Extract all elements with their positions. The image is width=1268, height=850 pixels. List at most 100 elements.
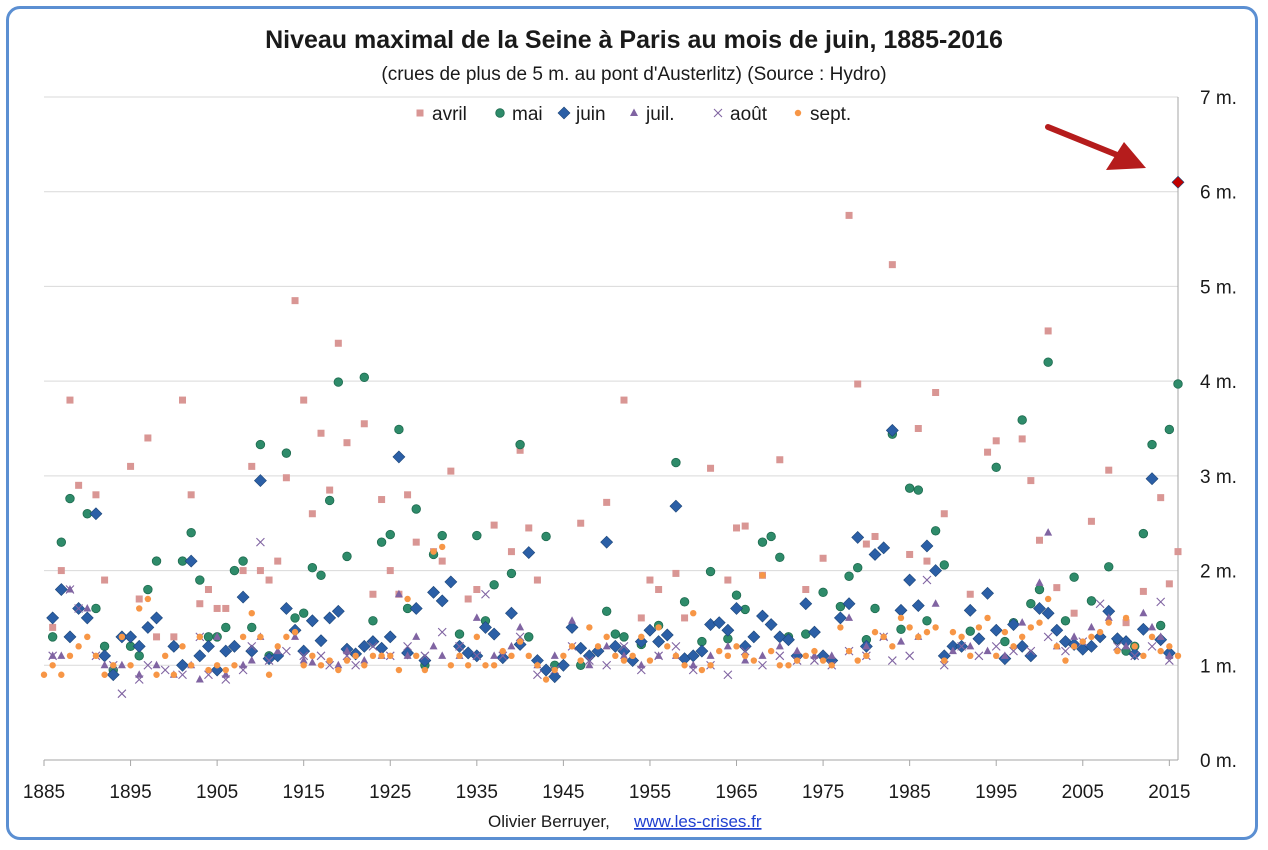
point-juil [239,660,248,669]
point-juin [799,597,813,611]
point-sept [698,666,706,674]
credit-link[interactable]: www.les-crises.fr [633,812,762,831]
point-juil [1156,632,1165,640]
point-mai [697,636,707,647]
point-juin [202,639,215,653]
point-sept [1157,647,1164,655]
point-sept [594,643,602,650]
legend-marker [794,109,802,117]
point-sept [750,657,758,664]
point-sept [923,628,931,636]
point-avril [655,586,663,594]
point-avril [707,464,715,472]
point-juin [738,639,752,653]
point-sept [1166,643,1173,650]
point-avril [724,576,732,584]
point-avril [170,633,178,641]
point-sept [274,643,281,650]
point-avril [256,567,264,575]
point-aot [740,646,750,656]
point-sept [1062,657,1069,664]
point-mai [298,608,309,618]
point-juil [394,589,403,598]
point-juin [652,635,666,649]
point-sept [404,595,411,603]
point-mai [385,529,395,540]
point-aot [316,651,326,661]
point-avril [291,297,299,305]
point-juin [808,625,821,639]
point-aot [351,660,361,670]
point-mai [541,531,551,542]
point-sept [1044,595,1052,603]
point-aot [1043,632,1053,642]
point-sept [889,643,896,650]
point-avril [144,434,152,442]
point-sept [646,657,654,664]
point-sept [508,652,515,660]
point-juin [487,627,501,641]
point-mai [896,624,906,634]
point-juin [392,450,406,464]
point-mai [1138,528,1149,539]
point-juin [643,623,657,637]
point-juin [868,548,882,561]
point-avril [464,595,472,603]
point-mai [151,556,162,566]
point-sept [1036,619,1043,626]
point-avril [386,567,394,575]
point-sept [793,657,801,664]
point-avril [1035,536,1043,544]
point-juin [444,575,458,589]
point-mai [307,563,318,573]
point-sept [525,652,532,660]
point-avril [317,429,325,437]
x-tick-label: 1925 [369,782,411,803]
point-sept [352,652,359,660]
point-sept [1027,624,1035,631]
point-aot [1147,641,1157,651]
point-juin [132,639,146,653]
point-mai [818,587,828,598]
point-avril [507,548,515,556]
point-mai [359,372,369,383]
point-sept [395,666,403,674]
point-mai [394,424,404,435]
point-avril [438,557,446,565]
point-juil [1000,651,1009,659]
point-mai [1173,379,1183,389]
point-aot [602,660,612,670]
point-aot [1156,597,1166,607]
point-mai [853,563,863,573]
point-mai [1104,562,1114,572]
point-juil [637,660,646,669]
point-juil [195,674,204,683]
point-mai [870,603,880,614]
legend-marker [557,106,571,120]
point-avril [378,496,386,504]
point-mai [904,483,915,493]
credit-author: Olivier Berruyer, [488,812,610,831]
point-mai [801,629,811,639]
point-avril [871,532,879,540]
point-aot [420,651,430,661]
point-avril [733,524,741,532]
point-aot [221,675,231,684]
point-sept [118,633,126,641]
point-mai [195,575,205,585]
point-juin [366,635,380,649]
point-juil [342,646,351,655]
point-sept [343,657,351,664]
data-points [40,175,1185,699]
point-aot [654,651,663,661]
point-sept [993,652,1000,660]
point-mai [766,531,776,542]
point-sept [49,662,56,669]
point-sept [222,666,229,674]
point-mai [368,616,378,626]
point-avril [412,538,420,546]
point-avril [819,554,827,562]
point-juin [1007,618,1020,631]
point-aot [723,670,733,680]
point-avril [888,261,896,269]
